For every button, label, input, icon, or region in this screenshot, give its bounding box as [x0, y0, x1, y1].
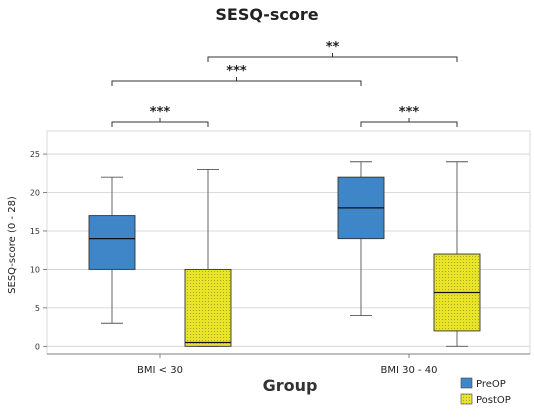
x-category-label: BMI 30 - 40	[380, 365, 437, 376]
legend-swatch	[460, 377, 473, 389]
legend-swatch	[460, 393, 473, 405]
x-category-label: BMI < 30	[137, 365, 183, 376]
box-preop	[88, 215, 136, 270]
x-axis-label: Group	[263, 376, 318, 395]
significance-label: **	[326, 40, 340, 55]
significance-bracket	[111, 121, 209, 127]
chart-title: SESQ-score	[215, 5, 318, 24]
significance-bracket	[111, 80, 362, 86]
box-postop	[184, 268, 232, 347]
y-tick-label: 5	[35, 304, 40, 313]
significance-bracket	[360, 121, 458, 127]
y-axis-label: SESQ-score (0 - 28)	[7, 196, 18, 294]
y-tick-label: 20	[30, 189, 40, 198]
y-tick-label: 15	[30, 227, 40, 236]
legend-label: PostOP	[476, 395, 511, 406]
y-tick-label: 0	[35, 342, 40, 351]
significance-bracket	[207, 56, 458, 62]
significance-label: ***	[226, 64, 247, 79]
y-tick-label: 25	[30, 150, 40, 159]
legend-label: PreOP	[476, 379, 506, 390]
significance-label: ***	[150, 105, 171, 120]
legend: PreOP PostOP	[460, 377, 511, 406]
significance-label: ***	[399, 105, 420, 120]
y-tick-label: 10	[30, 265, 40, 274]
